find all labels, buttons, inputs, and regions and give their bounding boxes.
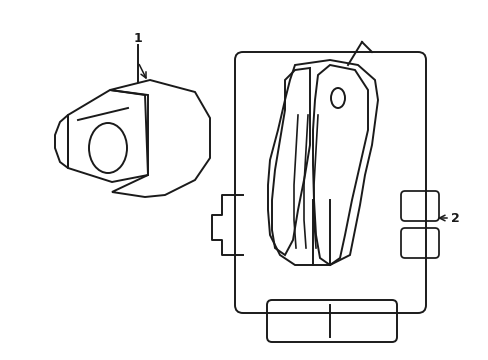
Text: 2: 2 (450, 212, 458, 225)
Text: 1: 1 (133, 32, 142, 45)
